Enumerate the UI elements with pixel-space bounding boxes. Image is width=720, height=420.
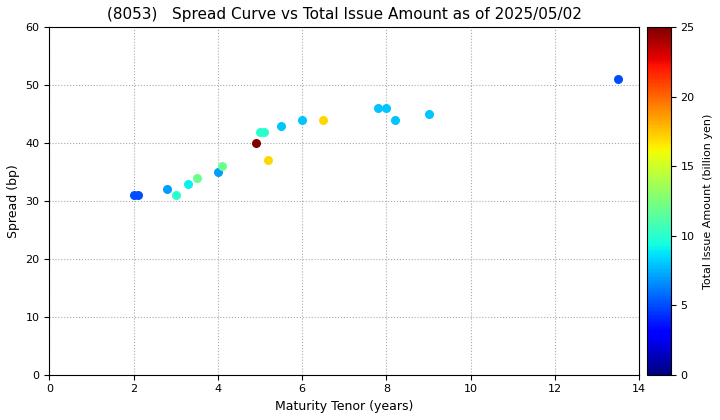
Point bbox=[297, 117, 308, 123]
Point bbox=[613, 76, 624, 83]
Point bbox=[250, 140, 261, 147]
Point bbox=[263, 157, 274, 164]
Y-axis label: Spread (bp): Spread (bp) bbox=[7, 164, 20, 238]
Point bbox=[423, 111, 434, 118]
Point bbox=[191, 174, 202, 181]
Point bbox=[183, 180, 194, 187]
Point bbox=[372, 105, 384, 112]
Point bbox=[128, 192, 140, 199]
Point bbox=[161, 186, 173, 193]
Point bbox=[132, 192, 143, 199]
Point bbox=[389, 117, 400, 123]
Point bbox=[275, 122, 287, 129]
Point bbox=[254, 128, 266, 135]
Point bbox=[258, 128, 270, 135]
Point bbox=[318, 117, 329, 123]
X-axis label: Maturity Tenor (years): Maturity Tenor (years) bbox=[275, 400, 413, 413]
Title: (8053)   Spread Curve vs Total Issue Amount as of 2025/05/02: (8053) Spread Curve vs Total Issue Amoun… bbox=[107, 7, 582, 22]
Y-axis label: Total Issue Amount (billion yen): Total Issue Amount (billion yen) bbox=[703, 113, 713, 289]
Point bbox=[212, 169, 224, 176]
Point bbox=[381, 105, 392, 112]
Point bbox=[216, 163, 228, 170]
Point bbox=[170, 192, 181, 199]
